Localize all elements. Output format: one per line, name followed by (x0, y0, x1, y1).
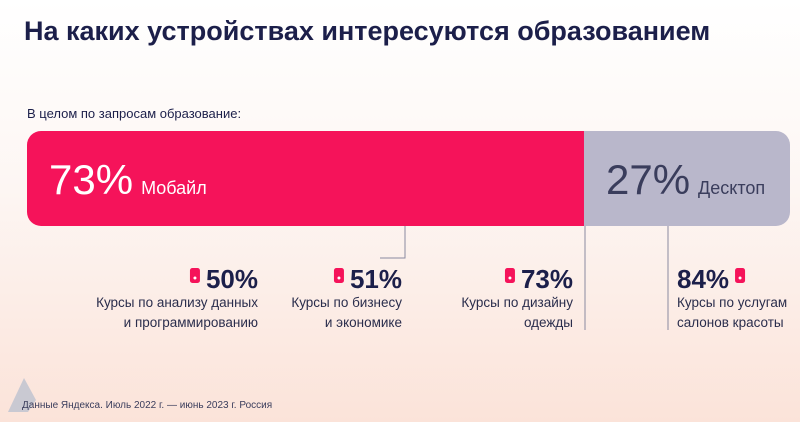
bar-segment (583, 131, 790, 226)
connector (380, 226, 406, 259)
device-icon-dot (508, 276, 512, 280)
device-icon (333, 268, 344, 283)
callout-text: одежды (524, 315, 573, 330)
segment-label: 27% Десктоп (606, 156, 765, 203)
callout-value: 84% (677, 264, 729, 294)
value-label: 27% (606, 156, 690, 203)
callout-value: 51% (350, 264, 402, 294)
callout-text: и экономике (325, 315, 402, 330)
title: На каких устройствах интересуются образо… (24, 16, 710, 46)
subtitle: В целом по запросам образование: (27, 106, 241, 121)
callout-text: Курсы по услугам (677, 295, 787, 310)
callout-value: 50% (206, 264, 258, 294)
bar-segment (27, 131, 584, 226)
bar-group (27, 131, 790, 226)
connectors (380, 226, 669, 330)
device-icon (189, 268, 200, 283)
device-icon (504, 268, 515, 283)
segment-label: 73% Мобайл (49, 156, 207, 203)
source: Данные Яндекса. Июль 2022 г. — июнь 2023… (22, 400, 272, 411)
device-icon-dot (193, 276, 197, 280)
device-icon-dot (337, 276, 341, 280)
logo (8, 378, 36, 412)
value-label: 73% (49, 156, 133, 203)
callout-text: и программированию (124, 315, 258, 330)
legend-label: Десктоп (698, 178, 765, 198)
callout-text: салонов красоты (677, 315, 784, 330)
callout-value: 73% (521, 264, 573, 294)
callout-text: Курсы по бизнесу (291, 295, 402, 310)
callout-text: Курсы по дизайну (461, 295, 573, 310)
callout-text: Курсы по анализу данных (96, 295, 258, 310)
device-icon-dot (738, 276, 742, 280)
device-icon (735, 268, 746, 283)
legend-label: Мобайл (141, 178, 207, 198)
